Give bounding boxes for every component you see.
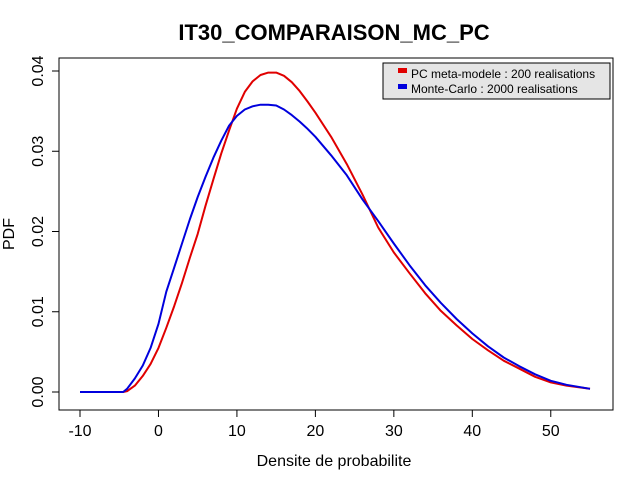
x-tick-label: -10 xyxy=(68,423,91,440)
x-tick-label: 0 xyxy=(154,423,163,440)
x-tick-label: 10 xyxy=(228,423,246,440)
y-axis: 0.00 0.01 0.02 0.03 0.04 xyxy=(30,55,59,408)
legend: PC meta-modele : 200 realisations Monte-… xyxy=(382,62,611,100)
series-line-mc xyxy=(80,103,591,393)
y-axis-label: PDF xyxy=(1,218,18,250)
series-layer xyxy=(80,71,591,393)
legend-label-mc: Monte-Carlo : 2000 realisations xyxy=(411,82,578,96)
plot-frame xyxy=(58,57,614,411)
x-tick-label: 50 xyxy=(542,423,560,440)
legend-swatch-mc xyxy=(398,84,407,89)
x-axis: -10 0 10 20 30 40 50 xyxy=(68,410,560,440)
x-axis-label: Densite de probabilite xyxy=(257,453,412,470)
y-tick-label: 0.00 xyxy=(30,376,47,407)
legend-box xyxy=(382,62,611,100)
x-tick-label: 20 xyxy=(306,423,324,440)
y-tick-label: 0.02 xyxy=(30,216,47,247)
x-tick-label: 30 xyxy=(385,423,403,440)
x-tick-label: 40 xyxy=(463,423,481,440)
legend-swatch-pc xyxy=(398,68,407,73)
chart-title: IT30_COMPARAISON_MC_PC xyxy=(178,20,489,45)
y-tick-label: 0.04 xyxy=(30,55,47,86)
y-tick-label: 0.01 xyxy=(30,296,47,327)
legend-label-pc: PC meta-modele : 200 realisations xyxy=(411,67,595,81)
y-tick-label: 0.03 xyxy=(30,136,47,167)
series-line-pc xyxy=(80,71,591,393)
